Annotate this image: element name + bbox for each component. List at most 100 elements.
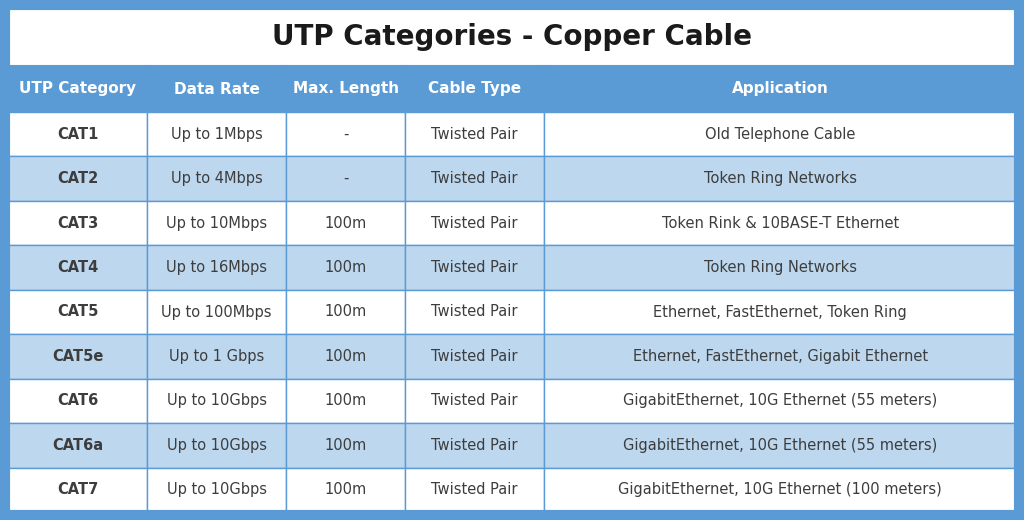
Text: Twisted Pair: Twisted Pair <box>431 305 518 319</box>
Bar <box>545 201 1016 245</box>
Text: Up to 10Gbps: Up to 10Gbps <box>167 438 266 453</box>
Bar <box>287 467 406 512</box>
Bar <box>406 423 545 467</box>
Text: Twisted Pair: Twisted Pair <box>431 260 518 275</box>
Text: 100m: 100m <box>325 438 367 453</box>
Text: -: - <box>343 127 348 142</box>
Bar <box>287 334 406 379</box>
Text: CAT2: CAT2 <box>57 171 98 186</box>
Text: CAT5e: CAT5e <box>52 349 103 364</box>
Bar <box>545 467 1016 512</box>
Bar <box>8 379 147 423</box>
Bar <box>287 379 406 423</box>
Bar <box>545 157 1016 201</box>
Text: Application: Application <box>732 82 828 97</box>
Text: Up to 10Gbps: Up to 10Gbps <box>167 482 266 497</box>
Text: 100m: 100m <box>325 394 367 408</box>
Text: Twisted Pair: Twisted Pair <box>431 438 518 453</box>
Bar <box>287 112 406 157</box>
Bar <box>406 334 545 379</box>
Bar <box>8 8 1016 66</box>
Bar <box>8 290 147 334</box>
Text: Up to 4Mbps: Up to 4Mbps <box>171 171 262 186</box>
Bar <box>147 66 287 112</box>
Bar <box>545 379 1016 423</box>
Bar <box>287 201 406 245</box>
Bar <box>287 290 406 334</box>
Text: 100m: 100m <box>325 260 367 275</box>
Bar <box>406 201 545 245</box>
Bar <box>8 467 147 512</box>
Bar <box>147 112 287 157</box>
Bar <box>8 423 147 467</box>
Text: -: - <box>343 171 348 186</box>
Text: Twisted Pair: Twisted Pair <box>431 216 518 230</box>
Text: Twisted Pair: Twisted Pair <box>431 482 518 497</box>
Text: CAT4: CAT4 <box>57 260 98 275</box>
Bar <box>545 290 1016 334</box>
Text: CAT5: CAT5 <box>57 305 98 319</box>
Bar <box>545 334 1016 379</box>
Text: GigabitEthernet, 10G Ethernet (55 meters): GigabitEthernet, 10G Ethernet (55 meters… <box>623 394 937 408</box>
Text: Token Ring Networks: Token Ring Networks <box>703 171 857 186</box>
Bar <box>287 157 406 201</box>
Bar <box>147 157 287 201</box>
Bar <box>287 245 406 290</box>
Bar <box>8 334 147 379</box>
Bar <box>545 66 1016 112</box>
Bar <box>147 334 287 379</box>
Text: Token Rink & 10BASE-T Ethernet: Token Rink & 10BASE-T Ethernet <box>662 216 899 230</box>
Text: Twisted Pair: Twisted Pair <box>431 349 518 364</box>
Text: CAT3: CAT3 <box>57 216 98 230</box>
Bar <box>545 423 1016 467</box>
Text: Up to 1 Gbps: Up to 1 Gbps <box>169 349 264 364</box>
Bar <box>406 245 545 290</box>
Text: Up to 16Mbps: Up to 16Mbps <box>166 260 267 275</box>
Text: Twisted Pair: Twisted Pair <box>431 394 518 408</box>
Text: Up to 1Mbps: Up to 1Mbps <box>171 127 262 142</box>
Text: Cable Type: Cable Type <box>428 82 521 97</box>
Text: UTP Categories - Copper Cable: UTP Categories - Copper Cable <box>272 23 752 51</box>
Bar <box>406 290 545 334</box>
Text: GigabitEthernet, 10G Ethernet (55 meters): GigabitEthernet, 10G Ethernet (55 meters… <box>623 438 937 453</box>
Bar <box>287 66 406 112</box>
Bar <box>406 379 545 423</box>
Bar <box>147 245 287 290</box>
Text: CAT6a: CAT6a <box>52 438 103 453</box>
Bar <box>8 112 147 157</box>
Text: GigabitEthernet, 10G Ethernet (100 meters): GigabitEthernet, 10G Ethernet (100 meter… <box>618 482 942 497</box>
Text: 100m: 100m <box>325 482 367 497</box>
Text: Twisted Pair: Twisted Pair <box>431 171 518 186</box>
Bar <box>147 290 287 334</box>
Text: CAT1: CAT1 <box>57 127 98 142</box>
Bar <box>406 157 545 201</box>
Text: Data Rate: Data Rate <box>174 82 260 97</box>
Bar <box>8 201 147 245</box>
Text: Twisted Pair: Twisted Pair <box>431 127 518 142</box>
Text: 100m: 100m <box>325 305 367 319</box>
Bar <box>406 467 545 512</box>
Bar <box>545 245 1016 290</box>
Bar <box>147 379 287 423</box>
Bar <box>545 112 1016 157</box>
Bar <box>8 66 147 112</box>
Bar <box>147 467 287 512</box>
Bar <box>147 423 287 467</box>
Bar <box>147 201 287 245</box>
Bar <box>406 66 545 112</box>
Text: Ethernet, FastEthernet, Token Ring: Ethernet, FastEthernet, Token Ring <box>653 305 907 319</box>
Text: Ethernet, FastEthernet, Gigabit Ethernet: Ethernet, FastEthernet, Gigabit Ethernet <box>633 349 928 364</box>
Text: 100m: 100m <box>325 216 367 230</box>
Bar <box>406 112 545 157</box>
Text: UTP Category: UTP Category <box>19 82 136 97</box>
Text: Token Ring Networks: Token Ring Networks <box>703 260 857 275</box>
Bar <box>8 157 147 201</box>
Text: CAT6: CAT6 <box>57 394 98 408</box>
Bar <box>8 245 147 290</box>
Text: Up to 10Mbps: Up to 10Mbps <box>166 216 267 230</box>
Text: Old Telephone Cable: Old Telephone Cable <box>705 127 855 142</box>
Text: Up to 10Gbps: Up to 10Gbps <box>167 394 266 408</box>
Text: 100m: 100m <box>325 349 367 364</box>
Text: Max. Length: Max. Length <box>293 82 398 97</box>
Text: CAT7: CAT7 <box>57 482 98 497</box>
